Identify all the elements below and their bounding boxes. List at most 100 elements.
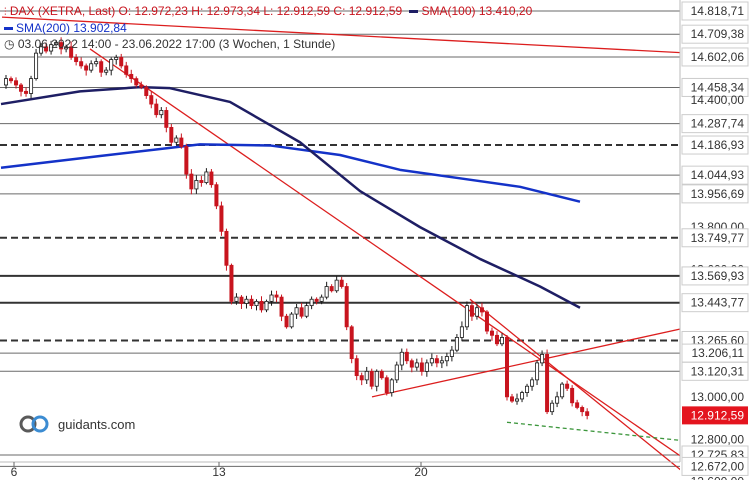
candle-61: [309, 296, 314, 310]
candle-96: [484, 310, 489, 335]
candle-35: [179, 133, 184, 149]
candle-body-52: [264, 300, 269, 311]
axis-label-7: 14.044,93: [691, 168, 745, 182]
candle-88: [444, 352, 449, 367]
candle-21: [109, 57, 114, 76]
candle-66: [334, 276, 339, 293]
sma200-swatch: [4, 27, 13, 31]
candle-body-100: [504, 337, 509, 398]
axis-box-7: [681, 165, 749, 185]
candle-body-30: [154, 103, 159, 116]
candle-body-70: [354, 358, 359, 377]
candle-body-74: [374, 370, 379, 387]
candle-body-40: [204, 171, 209, 183]
axis-box-1: [681, 24, 749, 44]
candle-body-2: [14, 80, 19, 86]
open-value: O: 12.972,23: [118, 4, 188, 18]
axis-box-0: [681, 1, 749, 21]
candle-body-39: [199, 180, 204, 183]
candle-body-76: [384, 377, 389, 393]
candle-body-27: [139, 84, 144, 88]
candle-2: [14, 77, 19, 89]
candle-body-8: [44, 46, 49, 52]
candle-91: [459, 321, 464, 342]
candle-body-44: [224, 230, 229, 266]
candle-body-54: [274, 294, 279, 298]
axis-label-8: 13.956,69: [691, 187, 745, 201]
candle-body-4: [24, 90, 29, 94]
axis-box-3: [681, 77, 749, 97]
axis-label-13: 13.443,77: [691, 296, 745, 310]
sma100-line: [0, 85, 581, 309]
legend-period: ◷ 03.06.2022 14:00 - 23.06.2022 17:00 (3…: [4, 37, 335, 51]
candle-body-33: [169, 127, 174, 143]
candle-body-66: [334, 279, 339, 292]
candles: [4, 37, 590, 420]
candle-109: [550, 400, 555, 415]
time-tick-label-0: 6: [11, 465, 18, 479]
last-price-box: [682, 406, 748, 425]
candle-4: [24, 87, 29, 97]
candle-body-1: [9, 78, 14, 82]
candle-body-47: [239, 296, 244, 304]
time-tick-label-2: 20: [414, 465, 428, 479]
candle-body-5: [29, 78, 34, 94]
candle-76: [384, 375, 389, 396]
candle-body-112: [565, 383, 570, 389]
axis-label-22: 12.600,00: [691, 475, 745, 480]
candle-22: [114, 54, 119, 65]
axis-label-4: 14.400,00: [691, 93, 745, 107]
candle-body-75: [379, 370, 384, 379]
close-value: C: 12.912,59: [333, 4, 403, 18]
candle-body-49: [249, 298, 254, 307]
candle-body-103: [520, 392, 525, 400]
candle-84: [424, 359, 429, 377]
clock-icon: ◷: [4, 37, 15, 51]
low-value: L: 12.912,59: [263, 4, 331, 18]
time-tick-label-1: 13: [212, 465, 226, 479]
candle-67: [339, 276, 344, 289]
candle-68: [344, 282, 349, 331]
candle-body-43: [219, 205, 224, 232]
candle-body-102: [515, 398, 520, 402]
candle-19: [99, 59, 104, 77]
candle-78: [394, 361, 399, 384]
legend-sma200: SMA(200) 13.902,84: [4, 21, 127, 35]
candle-71: [359, 372, 364, 386]
candle-82: [414, 358, 419, 371]
candle-body-114: [575, 402, 580, 408]
candle-body-57: [289, 313, 294, 328]
axis-label-21: 12.672,00: [691, 459, 745, 473]
candle-54: [274, 290, 279, 303]
candle-body-111: [560, 383, 565, 398]
axis-label-19: 12.800,00: [691, 432, 745, 446]
candle-body-36: [184, 146, 189, 175]
candle-body-25: [129, 73, 134, 80]
trendline-0: [89, 48, 691, 464]
candle-body-81: [409, 360, 414, 368]
candle-73: [369, 368, 374, 390]
candle-3: [19, 82, 24, 97]
candle-1: [9, 76, 14, 84]
candle-body-7: [39, 46, 44, 54]
candle-body-97: [489, 330, 494, 336]
candle-body-9: [49, 44, 54, 52]
candle-body-46: [234, 296, 239, 302]
axis-label-15: 13.206,11: [692, 346, 745, 360]
candle-65: [329, 284, 334, 293]
candle-body-63: [319, 296, 324, 302]
candle-body-65: [329, 286, 334, 292]
candle-90: [454, 334, 459, 353]
candle-body-61: [309, 298, 314, 307]
candle-106: [535, 360, 540, 386]
candle-34: [174, 135, 179, 145]
candle-body-84: [424, 362, 429, 372]
candle-body-83: [419, 362, 424, 372]
candle-body-53: [269, 294, 274, 302]
candle-body-18: [94, 61, 99, 65]
candle-body-94: [474, 307, 479, 317]
candle-49: [249, 295, 254, 310]
axis-box-8: [681, 184, 749, 204]
candle-62: [314, 297, 319, 305]
